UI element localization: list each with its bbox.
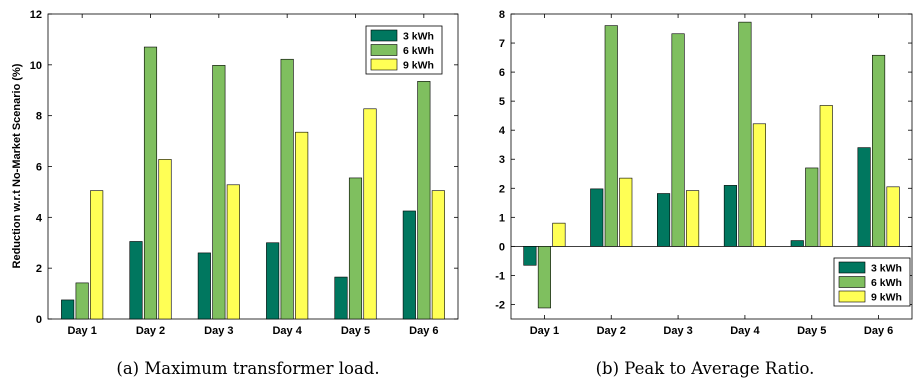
x-tick-label: Day 5 bbox=[341, 325, 370, 337]
x-tick-label: Day 6 bbox=[409, 325, 438, 337]
x-tick-label: Day 5 bbox=[797, 325, 826, 337]
x-tick-label: Day 4 bbox=[730, 325, 760, 337]
bar-6kwh-day6 bbox=[872, 54, 886, 247]
bar-3kwh-day2 bbox=[590, 188, 604, 247]
legend-swatch bbox=[370, 44, 398, 56]
bar-9kwh-day4 bbox=[752, 123, 766, 247]
bars bbox=[523, 21, 900, 309]
legend-label: 9 kWh bbox=[403, 60, 434, 72]
bar-3kwh-day1 bbox=[61, 299, 75, 320]
bar-9kwh-day6 bbox=[431, 190, 445, 320]
y-tick-label: 4 bbox=[499, 125, 506, 137]
bars bbox=[61, 46, 445, 320]
legend-label: 3 kWh bbox=[403, 31, 434, 43]
y-axis: 0 2 4 6 8 10 12 bbox=[30, 9, 458, 326]
y-tick-label: -2 bbox=[495, 299, 505, 311]
bar-3kwh-day2 bbox=[129, 241, 143, 320]
bar-6kwh-day6 bbox=[417, 81, 431, 320]
bar-9kwh-day5 bbox=[363, 108, 377, 320]
bar-3kwh-day3 bbox=[197, 252, 211, 320]
bar-9kwh-day4 bbox=[295, 131, 309, 320]
bar-9kwh-day2 bbox=[158, 159, 172, 320]
y-tick-label: 8 bbox=[36, 111, 42, 123]
bar-3kwh-day4 bbox=[266, 242, 280, 320]
legend-label: 3 kWh bbox=[871, 263, 902, 275]
x-tick-label: Day 6 bbox=[864, 325, 893, 337]
bar-6kwh-day3 bbox=[212, 65, 226, 320]
legend-swatch bbox=[838, 290, 866, 303]
y-tick-label: 3 bbox=[499, 154, 505, 166]
bar-9kwh-day6 bbox=[886, 186, 900, 247]
bar-3kwh-day3 bbox=[657, 193, 671, 247]
bar-3kwh-day4 bbox=[723, 185, 737, 247]
bar-6kwh-day2 bbox=[143, 46, 158, 320]
bar-3kwh-day1 bbox=[523, 246, 537, 266]
bar-6kwh-day3 bbox=[671, 33, 685, 247]
legend-label: 9 kWh bbox=[871, 292, 902, 304]
bar-3kwh-day5 bbox=[790, 240, 804, 247]
x-tick-label: Day 3 bbox=[204, 325, 233, 337]
y-axis: -2 -1 0 1 2 3 4 5 6 7 8 bbox=[495, 9, 912, 311]
bar-6kwh-day5 bbox=[805, 167, 819, 247]
bar-9kwh-day3 bbox=[686, 190, 700, 247]
y-tick-label: 2 bbox=[36, 263, 42, 275]
x-tick-label: Day 4 bbox=[272, 325, 302, 337]
y-tick-label: 2 bbox=[499, 183, 505, 195]
legend-label: 6 kWh bbox=[871, 277, 902, 289]
bar-6kwh-day1 bbox=[537, 246, 551, 309]
bar-9kwh-day1 bbox=[552, 222, 566, 247]
caption-a: (a) Maximum transformer load. bbox=[116, 359, 379, 378]
y-tick-label: 8 bbox=[499, 9, 505, 21]
legend-swatch bbox=[838, 261, 866, 274]
bar-3kwh-day6 bbox=[402, 210, 416, 320]
y-tick-label: 12 bbox=[30, 9, 42, 21]
bar-6kwh-day4 bbox=[280, 58, 294, 320]
bar-9kwh-day3 bbox=[226, 184, 240, 320]
y-tick-label: 1 bbox=[499, 212, 505, 224]
bar-9kwh-day5 bbox=[819, 105, 833, 247]
legend-swatch bbox=[838, 276, 866, 288]
y-tick-label: 6 bbox=[499, 67, 505, 79]
y-tick-label: 6 bbox=[36, 162, 42, 174]
y-tick-label: 0 bbox=[499, 241, 505, 253]
chart-max-transformer-load: 0 2 4 6 8 10 12 Day 1 Day 2 Day 3 Day 4 Day 5 Day 6… bbox=[11, 9, 459, 378]
legend-label: 6 kWh bbox=[403, 45, 434, 57]
x-tick-label: Day 3 bbox=[663, 325, 692, 337]
y-tick-label: 0 bbox=[36, 314, 42, 326]
y-tick-label: 7 bbox=[499, 38, 505, 50]
bar-6kwh-day2 bbox=[604, 25, 618, 247]
legend: 3 kWh 6 kWh 9 kWh bbox=[365, 25, 443, 75]
legend-swatch bbox=[370, 58, 398, 71]
bar-9kwh-day2 bbox=[619, 177, 633, 247]
legend-swatch bbox=[370, 29, 398, 42]
x-axis: Day 1 Day 2 Day 3 Day 4 Day 5 Day 6 bbox=[67, 14, 439, 337]
x-tick-label: Day 2 bbox=[136, 325, 165, 337]
bar-6kwh-day1 bbox=[75, 282, 89, 320]
y-tick-label: 5 bbox=[499, 96, 505, 108]
legend: 3 kWh 6 kWh 9 kWh bbox=[833, 257, 911, 307]
y-axis-label: Reduction w.r.t No-Market Scenario (%) bbox=[11, 63, 23, 268]
x-tick-label: Day 2 bbox=[597, 325, 626, 337]
y-tick-label: 10 bbox=[30, 60, 42, 72]
x-tick-label: Day 1 bbox=[67, 325, 96, 337]
bar-3kwh-day6 bbox=[857, 147, 871, 247]
bar-6kwh-day5 bbox=[348, 177, 363, 320]
y-tick-label: 4 bbox=[36, 212, 43, 224]
caption-b: (b) Peak to Average Ratio. bbox=[596, 359, 815, 378]
x-axis: Day 1 Day 2 Day 3 Day 4 Day 5 Day 6 bbox=[530, 14, 893, 337]
bar-6kwh-day4 bbox=[738, 21, 752, 247]
y-tick-label: -1 bbox=[495, 270, 505, 282]
bar-3kwh-day5 bbox=[334, 276, 348, 320]
x-tick-label: Day 1 bbox=[530, 325, 559, 337]
bar-9kwh-day1 bbox=[90, 190, 104, 320]
